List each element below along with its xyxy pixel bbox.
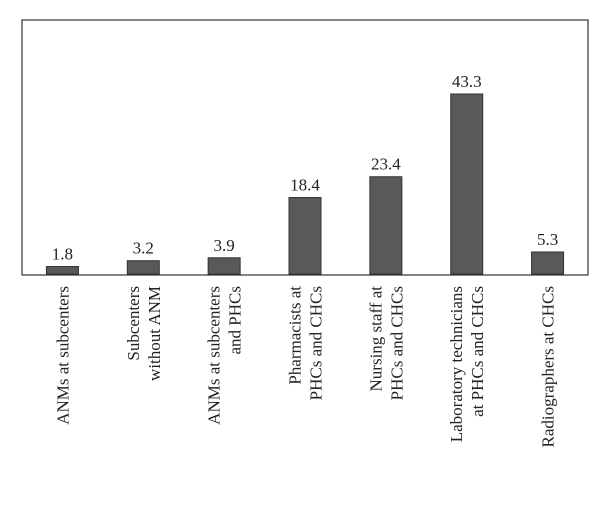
x-tick-label: PHCs and CHCs — [387, 286, 406, 400]
x-tick-label: ANMs at subcenters — [53, 286, 72, 425]
x-tick-label: Subcenters — [124, 286, 143, 361]
x-tick-label: and PHCs — [226, 286, 245, 354]
x-tick-label: Pharmacists at — [286, 286, 305, 385]
value-label: 5.3 — [537, 230, 558, 249]
value-label: 18.4 — [290, 176, 320, 195]
bar — [369, 176, 403, 275]
value-label: 43.3 — [452, 72, 482, 91]
x-tick-label: Nursing staff at — [366, 286, 385, 392]
plot-frame — [21, 19, 589, 276]
bar — [531, 251, 565, 275]
x-tick-label: Laboratory technicians — [447, 286, 466, 442]
bar — [45, 266, 79, 275]
x-tick-label: Radiographers at CHCs — [539, 286, 558, 447]
x-tick-label: PHCs and CHCs — [307, 286, 326, 400]
bar — [450, 93, 484, 275]
bar — [207, 257, 241, 275]
x-tick-label: without ANM — [145, 286, 164, 381]
value-label: 1.8 — [52, 245, 73, 264]
bar — [126, 260, 160, 275]
x-tick-label: at PHCs and CHCs — [468, 286, 487, 417]
bar — [288, 197, 322, 275]
x-tick-label: ANMs at subcenters — [205, 286, 224, 425]
value-label: 3.2 — [133, 239, 154, 258]
value-label: 23.4 — [371, 155, 401, 174]
value-label: 3.9 — [214, 236, 235, 255]
